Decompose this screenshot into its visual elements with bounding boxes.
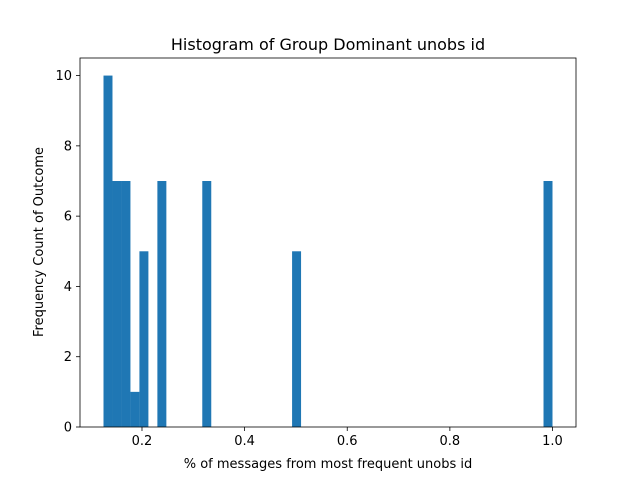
x-tick-label: 0.8	[440, 434, 461, 449]
x-tick-label: 0.4	[234, 434, 255, 449]
y-tick-label: 6	[64, 210, 72, 225]
y-axis-label: Frequency Count of Outcome	[32, 147, 47, 337]
histogram-bar	[543, 181, 553, 427]
histogram-bar	[139, 251, 149, 427]
chart-title: Histogram of Group Dominant unobs id	[171, 35, 485, 54]
x-axis-ticks: 0.2 0.4 0.6 0.8 1.0	[132, 427, 563, 449]
y-axis-ticks: 0 2 4 6 8 10	[55, 69, 80, 436]
histogram-bar	[130, 391, 140, 427]
x-tick-label: 0.2	[132, 434, 153, 449]
histogram-bar	[121, 181, 131, 427]
histogram-bar	[292, 251, 302, 427]
histogram-bar	[103, 75, 113, 427]
y-tick-label: 8	[64, 139, 72, 154]
x-tick-label: 1.0	[542, 434, 563, 449]
y-tick-label: 4	[64, 280, 72, 295]
plot-frame	[79, 57, 577, 428]
y-tick-label: 10	[55, 69, 72, 84]
y-tick-label: 2	[64, 350, 72, 365]
y-tick-label: 0	[64, 421, 72, 436]
histogram-bar	[202, 181, 212, 427]
histogram-bar	[112, 181, 122, 427]
bars-group	[103, 75, 553, 427]
x-axis-label: % of messages from most frequent unobs i…	[184, 457, 473, 472]
histogram-bar	[157, 181, 167, 427]
x-tick-label: 0.6	[337, 434, 358, 449]
